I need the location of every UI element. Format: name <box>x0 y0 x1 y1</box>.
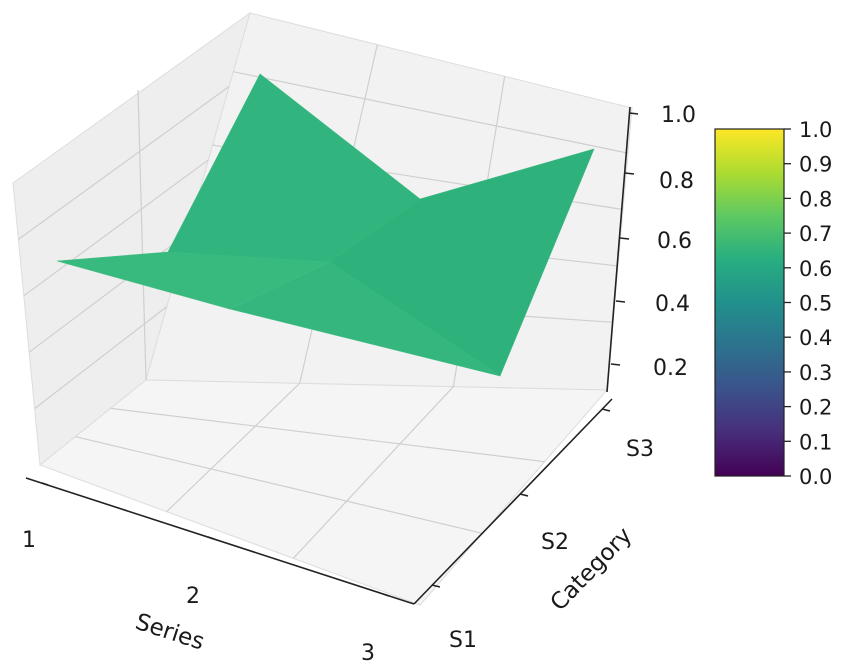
z-tick-label: 0.4 <box>655 292 690 317</box>
colorbar-tick-label: 0.6 <box>799 257 832 281</box>
grid-line <box>18 85 230 240</box>
y-axis-tick <box>519 493 529 497</box>
x-axis-tick <box>207 536 215 540</box>
y-axis-line <box>413 398 613 605</box>
colorbar-tick-label: 0.1 <box>799 430 832 454</box>
z-axis-tick <box>624 172 635 175</box>
x-axis-tick <box>41 482 49 486</box>
z-axis-tick <box>610 363 621 366</box>
y-axis-tick <box>431 584 441 588</box>
surface <box>56 73 595 377</box>
colorbar-tick-label: 0.3 <box>799 361 832 385</box>
grid-line <box>166 382 301 513</box>
colorbar-tick-label: 0.0 <box>799 465 832 489</box>
z-tick-label: 0.8 <box>659 169 694 194</box>
grid-line <box>137 89 147 381</box>
colorbar-tick-label: 0.4 <box>799 326 832 350</box>
y-axis-tick <box>601 408 611 412</box>
colorbar-tick-label: 0.9 <box>799 153 832 177</box>
y-tick-label: S3 <box>626 437 654 462</box>
z-axis-tick <box>615 300 626 303</box>
grid-line <box>233 71 629 154</box>
z-axis-tick <box>628 112 639 115</box>
colorbar-tick-label: 0.5 <box>799 292 832 316</box>
grid-line <box>75 436 483 534</box>
grid-line <box>110 407 545 463</box>
z-axis-line <box>606 106 631 393</box>
z-tick-label: 0.6 <box>657 229 692 254</box>
z-tick-label: 1.0 <box>661 103 696 128</box>
colorbar-tick-label: 0.7 <box>799 222 832 246</box>
colorbar-tick-label: 0.8 <box>799 187 832 211</box>
x-axis-tick <box>382 593 390 597</box>
colorbar-tick-label: 1.0 <box>799 118 832 142</box>
colorbar-ticks: 0.0 0.1 0.2 0.3 0.4 0.5 0.6 0.7 0.8 0.9 1.0 <box>784 118 832 489</box>
grid-line <box>292 386 454 559</box>
x-tick-label: 1 <box>22 528 36 553</box>
y-tick-label: S1 <box>449 628 477 653</box>
axis-ticks <box>41 112 639 597</box>
x-tick-label: 2 <box>186 584 200 609</box>
colorbar <box>714 128 785 477</box>
x-axis-label: Series <box>132 609 207 656</box>
grid-line <box>23 159 209 297</box>
x-axis-line <box>25 477 415 605</box>
grid-line <box>34 306 168 410</box>
colorbar-tick-label: 0.2 <box>799 396 832 420</box>
surface-patch-4 <box>328 148 595 377</box>
x-tick-label: 3 <box>361 641 375 666</box>
z-axis-tick <box>619 237 630 240</box>
z-tick-label: 0.2 <box>653 356 688 381</box>
y-tick-label: S2 <box>541 530 569 555</box>
